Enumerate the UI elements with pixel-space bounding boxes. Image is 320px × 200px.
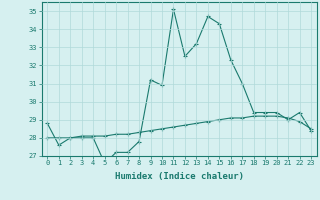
- X-axis label: Humidex (Indice chaleur): Humidex (Indice chaleur): [115, 172, 244, 181]
